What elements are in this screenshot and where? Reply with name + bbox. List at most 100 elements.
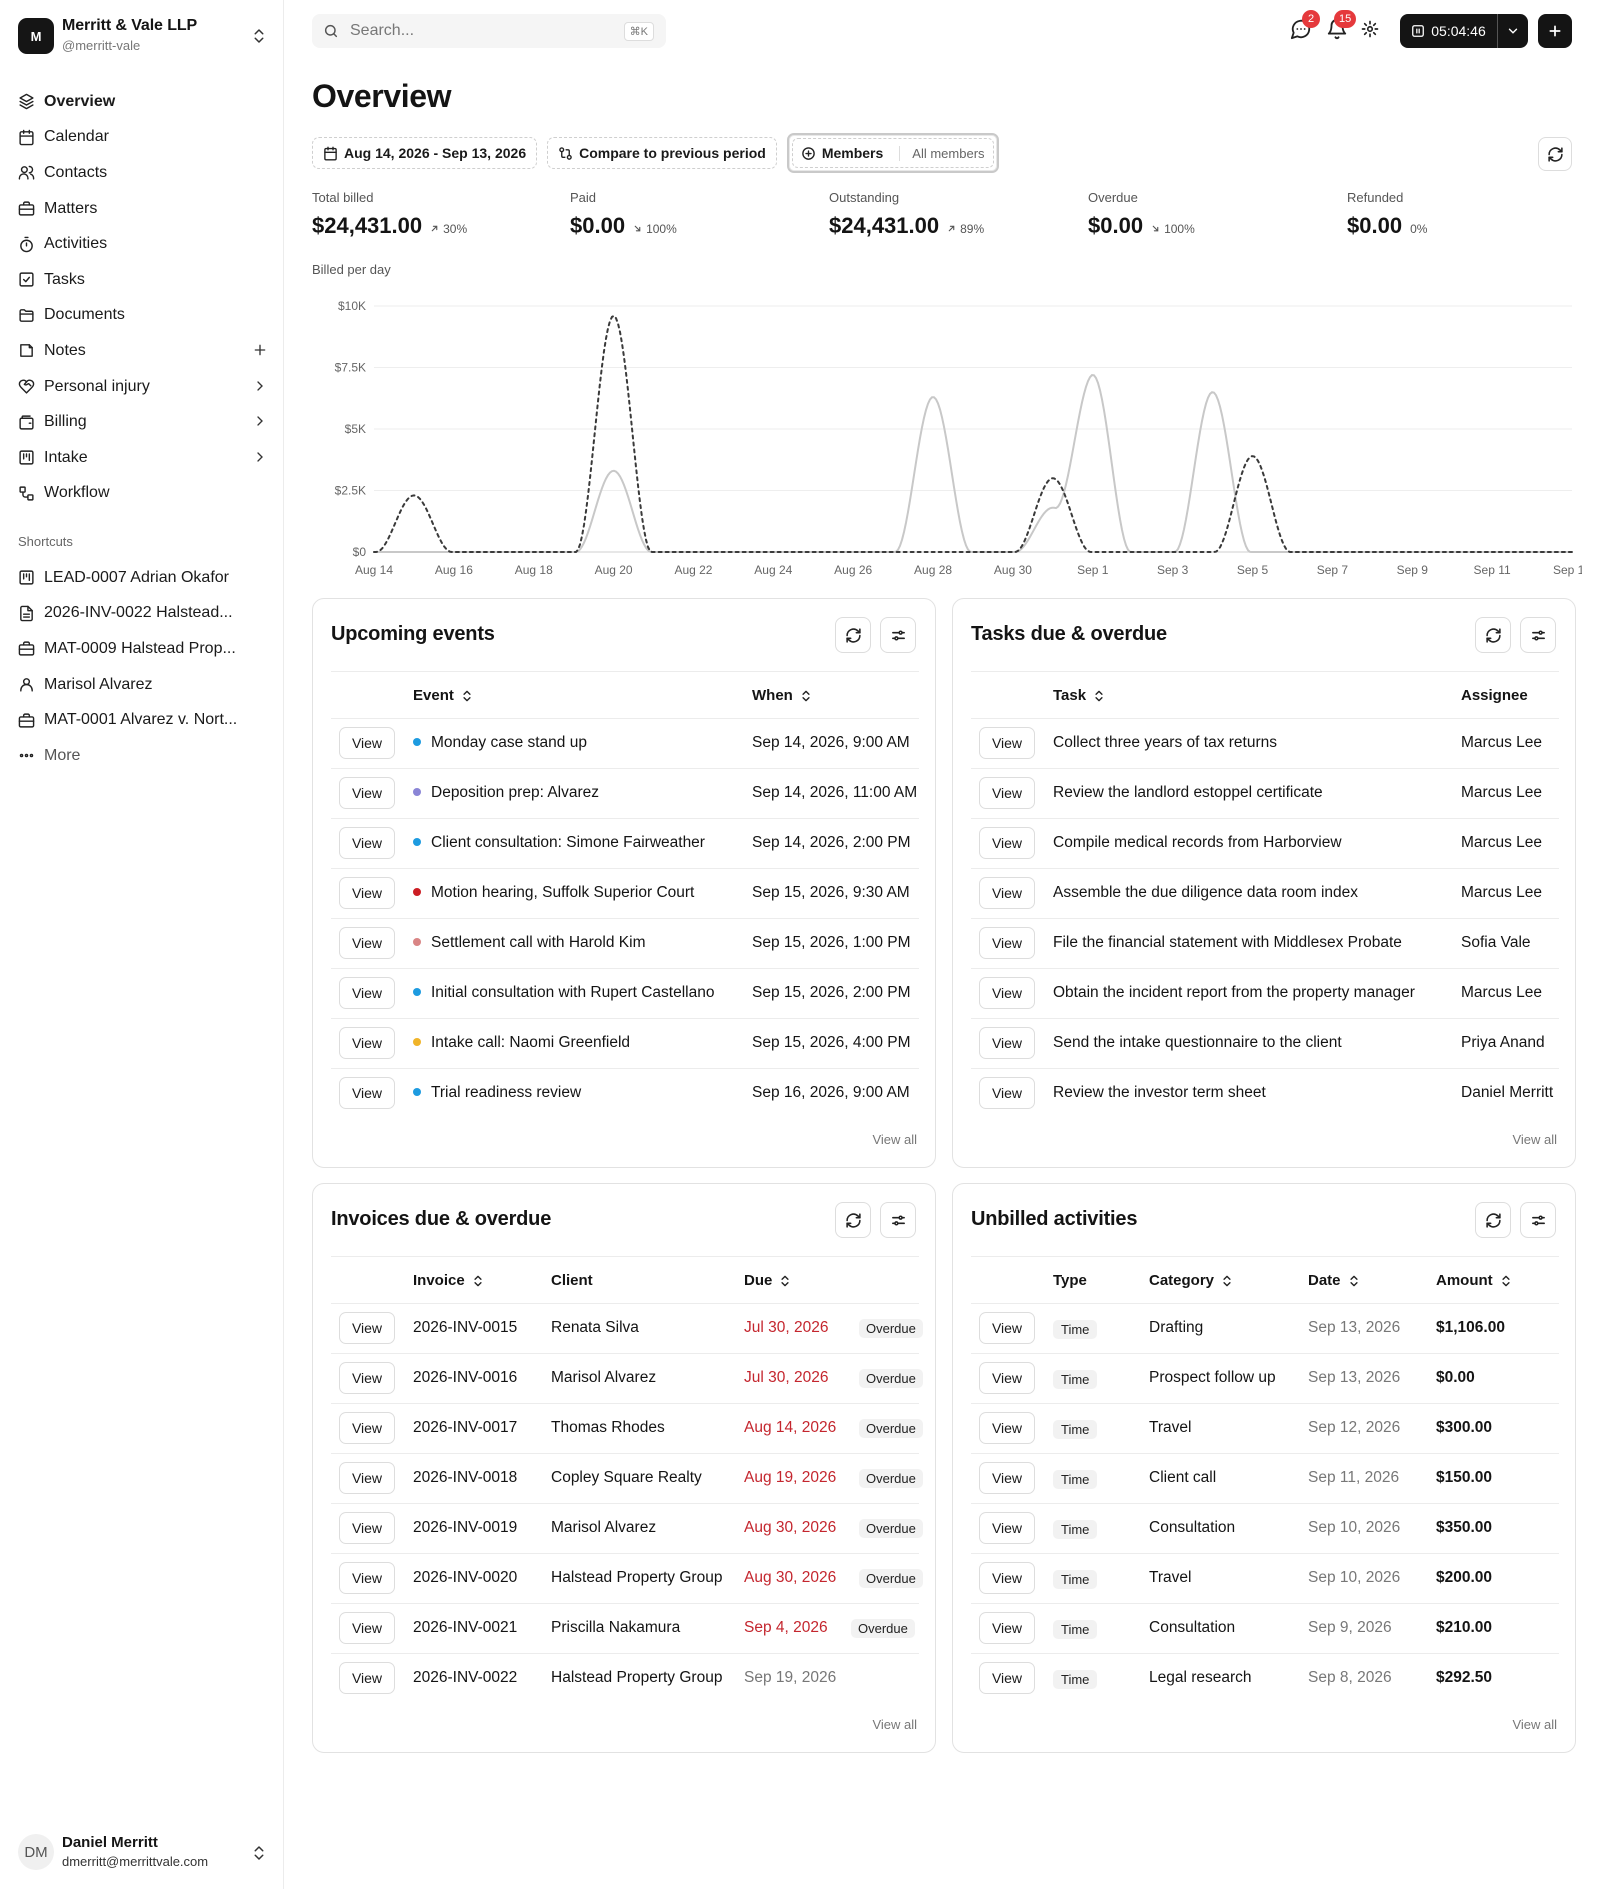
column-header-invoice[interactable]: Invoice xyxy=(413,1272,485,1289)
kpi-label: Refunded xyxy=(1347,190,1404,205)
view-button[interactable]: View xyxy=(339,927,395,959)
shortcut-item[interactable]: LEAD-0007 Adrian Okafor xyxy=(18,560,268,596)
date-range-filter[interactable]: Aug 14, 2026 - Sep 13, 2026 xyxy=(312,137,538,169)
view-button[interactable]: View xyxy=(339,1312,395,1344)
view-button[interactable]: View xyxy=(339,1362,395,1394)
view-button[interactable]: View xyxy=(339,777,395,809)
view-button[interactable]: View xyxy=(979,827,1035,859)
column-header-date[interactable]: Date xyxy=(1308,1272,1361,1289)
activity-date: Sep 10, 2026 xyxy=(1308,1569,1401,1586)
add-button[interactable] xyxy=(1538,14,1572,48)
nav-item-workflow[interactable]: Workflow xyxy=(18,476,268,512)
view-button[interactable]: View xyxy=(339,1027,395,1059)
nav-item-matters[interactable]: Matters xyxy=(18,191,268,227)
view-button[interactable]: View xyxy=(979,927,1035,959)
members-filter[interactable]: Members All members xyxy=(786,133,999,173)
plus-icon[interactable] xyxy=(252,342,268,358)
view-button[interactable]: View xyxy=(979,1077,1035,1109)
view-button[interactable]: View xyxy=(339,1612,395,1644)
trend-up-icon xyxy=(430,224,439,233)
refresh-button[interactable] xyxy=(1475,1202,1511,1238)
view-all-link[interactable]: View all xyxy=(1512,1717,1557,1732)
nav-item-notes[interactable]: Notes xyxy=(18,333,268,369)
unbilled-table: Type Category Date Amount View Time Draf… xyxy=(971,1256,1559,1704)
shortcuts-more[interactable]: More xyxy=(18,738,268,774)
view-all-link[interactable]: View all xyxy=(872,1717,917,1732)
column-header-when[interactable]: When xyxy=(752,687,813,704)
view-button[interactable]: View xyxy=(979,1027,1035,1059)
org-switcher[interactable]: M Merritt & Vale LLP @merritt-vale xyxy=(18,16,268,56)
nav-item-contacts[interactable]: Contacts xyxy=(18,155,268,191)
nav-item-personal-injury[interactable]: Personal injury xyxy=(18,369,268,405)
view-button[interactable]: View xyxy=(979,1612,1035,1644)
view-button[interactable]: View xyxy=(979,727,1035,759)
timer-dropdown[interactable] xyxy=(1498,14,1528,48)
chevrons-up-down-icon[interactable] xyxy=(250,27,268,45)
column-header-event[interactable]: Event xyxy=(413,687,474,704)
shortcut-item[interactable]: Marisol Alvarez xyxy=(18,667,268,703)
user-menu[interactable]: DM Daniel Merritt dmerritt@merrittvale.c… xyxy=(18,1830,268,1876)
sort-icon xyxy=(1092,689,1106,703)
compare-filter[interactable]: Compare to previous period xyxy=(547,137,777,169)
settings-button[interactable] xyxy=(1520,617,1556,653)
view-button[interactable]: View xyxy=(979,1312,1035,1344)
nav-item-overview[interactable]: Overview xyxy=(18,84,268,120)
view-button[interactable]: View xyxy=(339,1462,395,1494)
nav-item-calendar[interactable]: Calendar xyxy=(18,120,268,156)
search-input[interactable] xyxy=(350,21,600,41)
view-button[interactable]: View xyxy=(339,1077,395,1109)
column-header-due[interactable]: Due xyxy=(744,1272,792,1289)
wallet-icon xyxy=(18,414,35,431)
column-header-category[interactable]: Category xyxy=(1149,1272,1234,1289)
nav-item-billing[interactable]: Billing xyxy=(18,404,268,440)
refresh-button[interactable] xyxy=(1538,137,1572,171)
view-button[interactable]: View xyxy=(979,1412,1035,1444)
chevrons-up-down-icon[interactable] xyxy=(250,1844,268,1862)
nav-item-activities[interactable]: Activities xyxy=(18,226,268,262)
view-button[interactable]: View xyxy=(339,877,395,909)
view-button[interactable]: View xyxy=(979,1462,1035,1494)
view-button[interactable]: View xyxy=(339,1662,395,1694)
column-header-amount[interactable]: Amount xyxy=(1436,1272,1513,1289)
gear-icon[interactable] xyxy=(1361,20,1379,38)
nav-item-intake[interactable]: Intake xyxy=(18,440,268,476)
view-button[interactable]: View xyxy=(979,1562,1035,1594)
view-button[interactable]: View xyxy=(339,1562,395,1594)
refresh-button[interactable] xyxy=(835,617,871,653)
view-all-link[interactable]: View all xyxy=(872,1132,917,1147)
search-bar[interactable]: ⌘K xyxy=(312,14,666,48)
invoice-client: Priscilla Nakamura xyxy=(551,1619,681,1636)
view-button[interactable]: View xyxy=(339,1512,395,1544)
view-button[interactable]: View xyxy=(339,827,395,859)
type-badge: Time xyxy=(1053,1420,1098,1439)
sliders-icon xyxy=(890,627,907,644)
refresh-button[interactable] xyxy=(1475,617,1511,653)
invoice-client: Thomas Rhodes xyxy=(551,1419,665,1436)
view-button[interactable]: View xyxy=(979,1362,1035,1394)
nav-item-tasks[interactable]: Tasks xyxy=(18,262,268,298)
timer-button[interactable]: 05:04:46 xyxy=(1400,14,1497,48)
column-header-task[interactable]: Task xyxy=(1053,687,1106,704)
settings-button[interactable] xyxy=(1520,1202,1556,1238)
view-button[interactable]: View xyxy=(339,1412,395,1444)
invoice-due-date: Jul 30, 2026 xyxy=(744,1319,829,1336)
view-button[interactable]: View xyxy=(979,1662,1035,1694)
nav-item-documents[interactable]: Documents xyxy=(18,298,268,334)
settings-button[interactable] xyxy=(880,1202,916,1238)
event-title: Intake call: Naomi Greenfield xyxy=(431,1034,631,1051)
view-button[interactable]: View xyxy=(979,777,1035,809)
view-button[interactable]: View xyxy=(339,977,395,1009)
settings-button[interactable] xyxy=(880,617,916,653)
view-button[interactable]: View xyxy=(339,727,395,759)
x-tick-label: Aug 24 xyxy=(754,563,792,577)
view-button[interactable]: View xyxy=(979,977,1035,1009)
shortcut-item[interactable]: MAT-0001 Alvarez v. Nort... xyxy=(18,702,268,738)
view-all-link[interactable]: View all xyxy=(1512,1132,1557,1147)
refresh-button[interactable] xyxy=(835,1202,871,1238)
x-tick-label: Aug 18 xyxy=(515,563,553,577)
shortcut-item[interactable]: MAT-0009 Halstead Prop... xyxy=(18,631,268,667)
view-button[interactable]: View xyxy=(979,877,1035,909)
view-button[interactable]: View xyxy=(979,1512,1035,1544)
event-cell: Settlement call with Harold Kim xyxy=(413,934,748,952)
shortcut-item[interactable]: 2026-INV-0022 Halstead... xyxy=(18,596,268,632)
